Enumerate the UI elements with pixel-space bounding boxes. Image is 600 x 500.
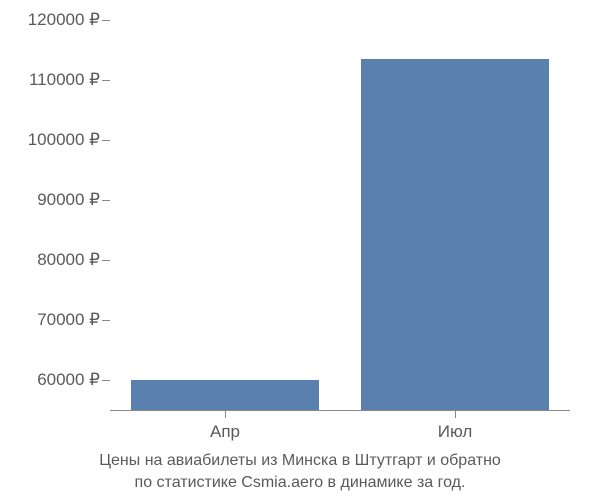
x-tick bbox=[455, 410, 456, 418]
y-axis-label: 60000 ₽ bbox=[37, 370, 100, 390]
y-axis-label: 110000 ₽ bbox=[29, 70, 100, 90]
y-axis-label: 70000 ₽ bbox=[37, 310, 100, 330]
y-tick bbox=[102, 20, 110, 21]
caption-line-2: по статистике Csmia.aero в динамике за г… bbox=[0, 472, 600, 494]
y-axis-label: 100000 ₽ bbox=[28, 130, 100, 150]
y-tick bbox=[102, 80, 110, 81]
x-tick bbox=[225, 410, 226, 418]
bar bbox=[131, 380, 320, 410]
price-chart: 60000 ₽ 70000 ₽ 80000 ₽ 90000 ₽ 100000 ₽ 1100… bbox=[0, 0, 600, 500]
x-axis-line bbox=[110, 410, 570, 411]
y-axis-label: 80000 ₽ bbox=[37, 250, 100, 270]
x-axis-label: Апр bbox=[210, 422, 240, 442]
plot-area bbox=[110, 20, 570, 410]
y-tick bbox=[102, 380, 110, 381]
y-tick bbox=[102, 260, 110, 261]
caption-line-1: Цены на авиабилеты из Минска в Штутгарт … bbox=[0, 450, 600, 472]
y-axis-label: 120000 ₽ bbox=[28, 10, 100, 30]
chart-caption: Цены на авиабилеты из Минска в Штутгарт … bbox=[0, 450, 600, 493]
y-tick bbox=[102, 140, 110, 141]
y-tick bbox=[102, 320, 110, 321]
bar bbox=[361, 59, 550, 410]
x-axis-label: Июл bbox=[438, 422, 473, 442]
y-tick bbox=[102, 200, 110, 201]
y-axis-label: 90000 ₽ bbox=[37, 190, 100, 210]
